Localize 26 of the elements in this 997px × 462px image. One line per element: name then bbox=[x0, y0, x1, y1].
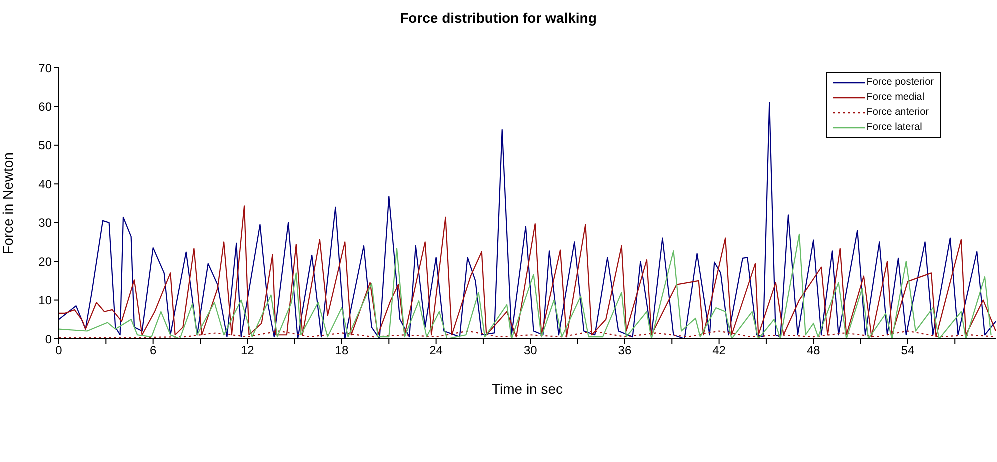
y-tick-label: 10 bbox=[38, 294, 52, 308]
y-tick-label: 70 bbox=[38, 61, 52, 76]
x-tick-label: 6 bbox=[150, 344, 157, 358]
y-tick-label: 30 bbox=[38, 216, 52, 230]
line-series bbox=[59, 234, 992, 339]
x-tick-label: 54 bbox=[901, 344, 915, 358]
x-tick-label: 30 bbox=[524, 344, 538, 358]
legend-label: Force posterior bbox=[866, 77, 934, 88]
y-tick-label: 60 bbox=[38, 100, 52, 114]
x-tick-label: 18 bbox=[335, 344, 349, 358]
legend-label: Force anterior bbox=[866, 107, 929, 118]
legend-label: Force medial bbox=[866, 92, 925, 103]
x-axis-title: Time in sec bbox=[492, 381, 564, 397]
x-tick-label: 36 bbox=[618, 344, 632, 358]
chart-title: Force distribution for walking bbox=[399, 10, 598, 26]
x-tick-label: 42 bbox=[712, 344, 726, 358]
y-tick-label: 40 bbox=[38, 177, 52, 192]
y-tick-label: 0 bbox=[45, 332, 52, 346]
y-tick-label: 50 bbox=[38, 138, 52, 153]
x-tick-label: 24 bbox=[430, 344, 444, 358]
legend-label: Force lateral bbox=[866, 122, 922, 133]
x-tick-label: 0 bbox=[56, 344, 63, 358]
y-tick-label: 20 bbox=[38, 254, 52, 269]
x-tick-label: 48 bbox=[806, 344, 821, 358]
x-tick-label: 12 bbox=[240, 344, 255, 358]
y-axis-title: Force in Newton bbox=[0, 152, 16, 254]
